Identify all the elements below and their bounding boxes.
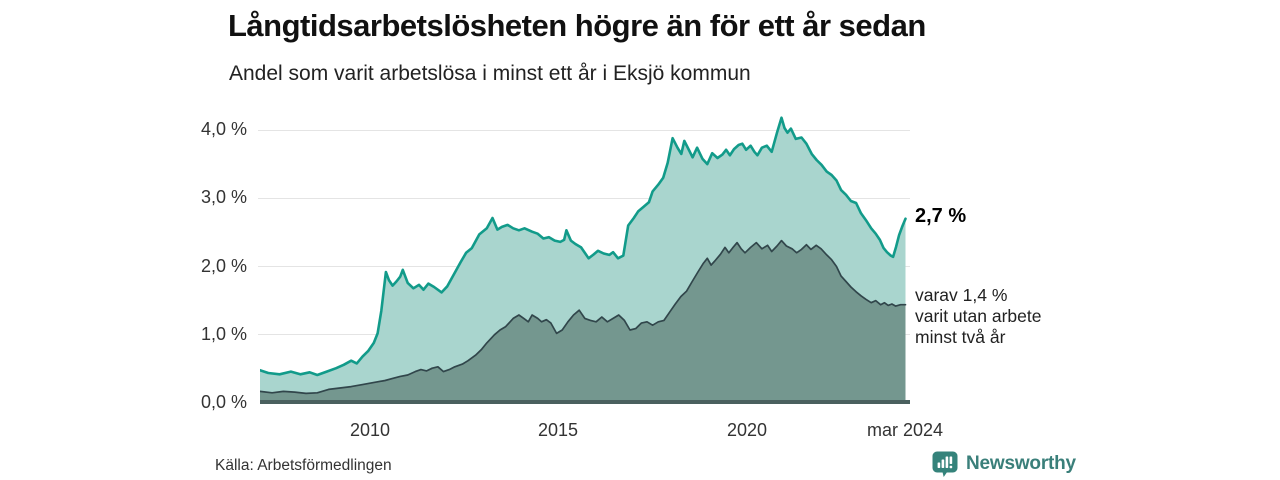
x-axis-tick-label: 2010 <box>349 420 391 440</box>
annotation-latest-total: 2,7 % <box>915 205 967 227</box>
annotation-two-year-detail: varav 1,4 % varit utan arbete minst två … <box>915 285 1041 348</box>
y-axis-tick-label: 1,0 % <box>200 324 247 344</box>
series-line <box>260 116 907 377</box>
y-axis-tick-label: 0,0 % <box>200 392 247 412</box>
x-axis-tick-label: 2015 <box>537 420 579 440</box>
chart-subtitle: Andel som varit arbetslösa i minst ett å… <box>229 62 751 85</box>
source-label: Källa: Arbetsförmedlingen <box>215 457 392 474</box>
annotation-line: minst två år <box>915 327 1006 347</box>
bar-chart-pin-icon <box>932 451 958 477</box>
y-axis-tick-label: 3,0 % <box>200 187 247 207</box>
gridline <box>258 130 910 131</box>
annotation-line: varit utan arbete <box>915 306 1042 326</box>
area-fill <box>260 240 906 403</box>
x-axis-baseline <box>260 400 910 404</box>
y-axis-tick-label: 2,0 % <box>200 256 247 276</box>
annotation-line: varav 1,4 % <box>915 285 1008 305</box>
gridline <box>258 198 910 199</box>
x-axis-tick-label: 2020 <box>726 420 768 440</box>
y-axis-tick-label: 4,0 % <box>200 119 247 139</box>
newsworthy-wordmark: Newsworthy <box>966 453 1076 474</box>
newsworthy-logo: Newsworthy <box>932 450 1076 478</box>
series-line <box>260 239 907 395</box>
chart-title: Långtidsarbetslösheten högre än för ett … <box>228 8 926 43</box>
unemployment-area-chart <box>260 116 907 403</box>
x-axis-tick-label: mar 2024 <box>866 420 944 440</box>
